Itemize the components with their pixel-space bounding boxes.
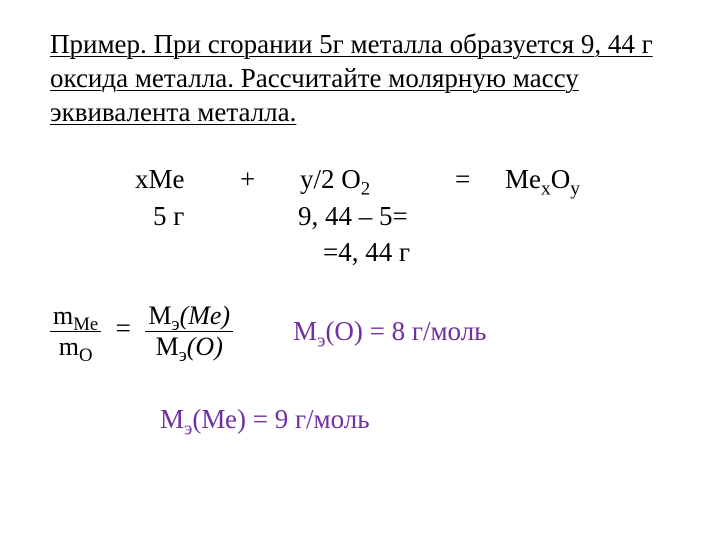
mass-oxygen-result: =4, 44 г xyxy=(135,234,670,270)
oxygen-equivalent-result: Мэ(О) = 8 г/моль xyxy=(233,316,486,347)
problem-statement: Пример. При сгорании 5г металла образует… xyxy=(50,28,670,129)
equals-sign: = xyxy=(455,161,505,197)
product-oxide: MexOy xyxy=(505,161,580,197)
equivalent-formula: mMe mO = Mэ(Me) Mэ(O) xyxy=(50,301,233,362)
reaction-equation: xMe + y/2 O2 = MexOy 5 г 9, 44 – 5= =4, … xyxy=(50,161,670,270)
metal-equivalent-result: Мэ(Ме) = 9 г/моль xyxy=(50,404,670,435)
plus-sign: + xyxy=(240,161,300,197)
mass-oxygen-calc: 9, 44 – 5= xyxy=(298,198,408,234)
reactant-oxygen: y/2 O2 xyxy=(300,161,455,197)
reactant-metal: xMe xyxy=(135,161,240,197)
mass-metal: 5 г xyxy=(135,198,258,234)
